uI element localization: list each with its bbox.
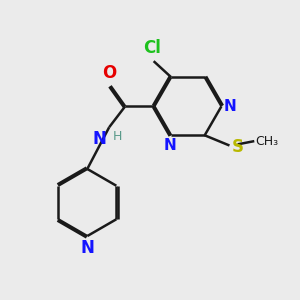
Text: N: N [93, 130, 107, 148]
Text: N: N [163, 138, 176, 153]
Text: N: N [80, 239, 94, 257]
Text: CH₃: CH₃ [256, 135, 279, 148]
Text: Cl: Cl [143, 39, 161, 57]
Text: S: S [232, 138, 244, 156]
Text: O: O [102, 64, 116, 82]
Text: H: H [112, 130, 122, 143]
Text: N: N [224, 99, 236, 114]
